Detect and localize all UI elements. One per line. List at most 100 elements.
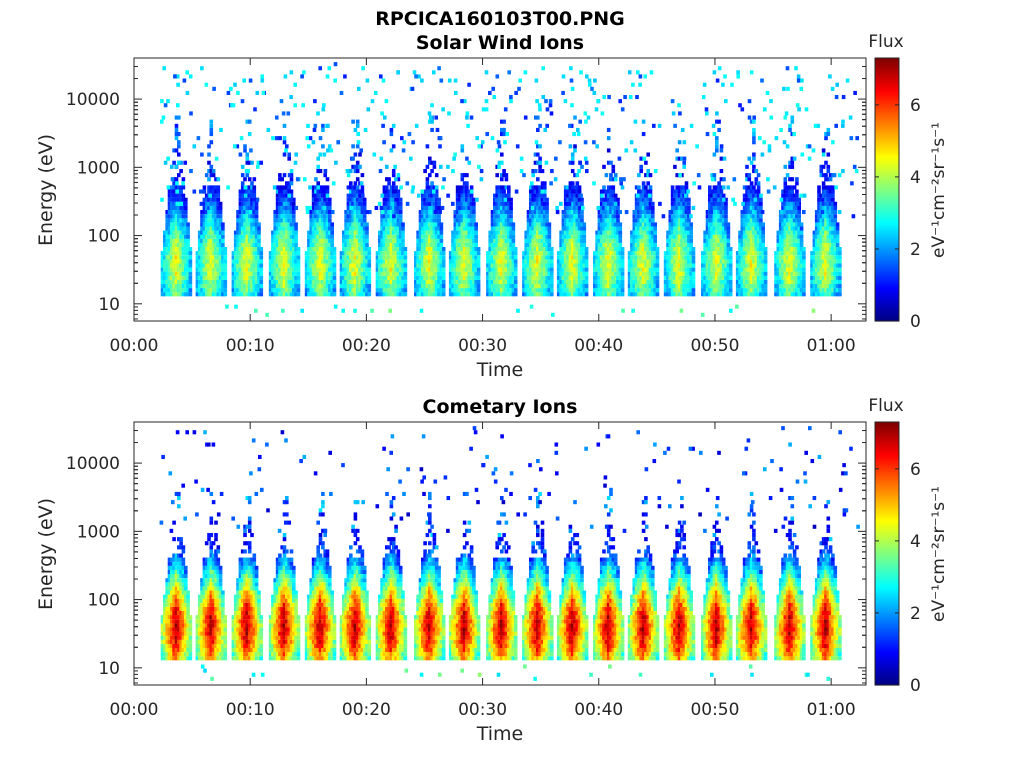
spectrogram-cell (563, 218, 568, 223)
spectrogram-cell (724, 263, 728, 268)
spectrogram-cell (296, 267, 301, 272)
spectrogram-cell (458, 230, 462, 235)
spectrogram-cell (423, 247, 427, 252)
spectrogram-cell (165, 259, 169, 264)
spectrogram-cell (304, 275, 309, 280)
spectrogram-cell (653, 247, 657, 252)
spectrogram-cell (430, 292, 434, 297)
spectrogram-cell (311, 275, 316, 280)
spectrogram-cell (495, 247, 499, 252)
spectrogram-cell (684, 271, 689, 276)
spectrogram-cell (710, 189, 714, 194)
spectrogram-cell (606, 288, 611, 293)
spectrogram-cell (385, 247, 389, 252)
spectrogram-cell (460, 144, 465, 149)
spectrogram-cell (504, 193, 509, 198)
spectrogram-cell (616, 288, 620, 293)
spectrogram-cell (294, 288, 298, 293)
spectrogram-cell (648, 259, 653, 264)
spectrogram-cell (646, 263, 650, 268)
spectrogram-cell (507, 234, 511, 239)
spectrogram-cell (311, 267, 316, 272)
spectrogram-cell (474, 267, 478, 272)
spectrogram-cell (529, 214, 533, 219)
spectrogram-cell (653, 255, 657, 260)
spectrogram-cell (398, 210, 403, 215)
spectrogram-cell (651, 275, 655, 280)
spectrogram-cell (387, 222, 391, 227)
spectrogram-cell (710, 242, 714, 247)
spectrogram-cell (428, 284, 432, 289)
spectrogram-cell (238, 255, 243, 260)
spectrogram-cell (460, 197, 465, 202)
spectrogram-cell (488, 279, 492, 284)
spectrogram-cell (421, 238, 425, 243)
spectrogram-cell (529, 288, 533, 293)
spectrogram-cell (575, 255, 580, 260)
spectrogram-cell (309, 271, 313, 276)
spectrogram-cell (165, 218, 169, 223)
spectrogram-cell (684, 247, 689, 252)
spectrogram-cell (163, 292, 167, 297)
spectrogram-cell (526, 255, 531, 260)
spectrogram-cell (394, 292, 398, 297)
spectrogram-cell (278, 247, 282, 252)
spectrogram-cell (332, 271, 337, 276)
spectrogram-cell (717, 222, 721, 227)
spectrogram-cell (687, 218, 691, 223)
spectrogram-cell (296, 255, 301, 260)
spectrogram-cell (282, 152, 287, 157)
spectrogram-cell (296, 251, 301, 256)
spectrogram-cell (170, 263, 174, 268)
spectrogram-cell (243, 238, 247, 243)
spectrogram-cell (254, 201, 259, 206)
spectrogram-cell (687, 201, 691, 206)
spectrogram-cell (502, 279, 506, 284)
spectrogram-cell (437, 238, 441, 243)
spectrogram-cell (606, 205, 611, 210)
spectrogram-cell (684, 230, 689, 235)
spectrogram-cell (165, 251, 169, 256)
spectrogram-cell (316, 288, 320, 293)
spectrogram-cell (563, 185, 568, 190)
spectrogram-cell (437, 214, 441, 219)
spectrogram-cell (418, 234, 423, 239)
spectrogram-cell (207, 292, 211, 297)
spectrogram-cell (181, 185, 186, 190)
spectrogram-cell (630, 288, 634, 293)
spectrogram-cell (275, 222, 280, 227)
spectrogram-cell (462, 279, 467, 284)
spectrogram-cell (174, 218, 179, 223)
spectrogram-cell (202, 247, 207, 252)
spectrogram-cell (200, 251, 204, 256)
spectrogram-cell (172, 251, 176, 256)
spectrogram-cell (165, 238, 169, 243)
spectrogram-cell (311, 214, 316, 219)
spectrogram-cell (536, 255, 540, 260)
spectrogram-cell (240, 288, 245, 293)
spectrogram-cell (434, 226, 439, 231)
spectrogram-cell (240, 238, 245, 243)
spectrogram-cell (609, 230, 613, 235)
spectrogram-cell (382, 197, 387, 202)
spectrogram-cell (738, 247, 742, 252)
spectrogram-cell (611, 263, 616, 268)
spectrogram-cell (490, 214, 495, 219)
spectrogram-cell (550, 288, 554, 293)
spectrogram-cell (214, 177, 218, 182)
spectrogram-cell (314, 284, 318, 289)
spectrogram-cell (339, 275, 344, 280)
spectrogram-cell (218, 279, 223, 284)
spectrogram-cell (382, 201, 387, 206)
spectrogram-cell (526, 210, 531, 215)
spectrogram-cell (710, 259, 714, 264)
spectrogram-cell (531, 275, 535, 280)
spectrogram-cell (545, 263, 549, 268)
spectrogram-cell (648, 234, 653, 239)
spectrogram-cell (282, 189, 287, 194)
spectrogram-cell (538, 263, 542, 268)
spectrogram-cell (170, 275, 174, 280)
spectrogram-cell (677, 185, 682, 190)
spectrogram-cell (641, 132, 646, 137)
spectrogram-cell (385, 275, 389, 280)
